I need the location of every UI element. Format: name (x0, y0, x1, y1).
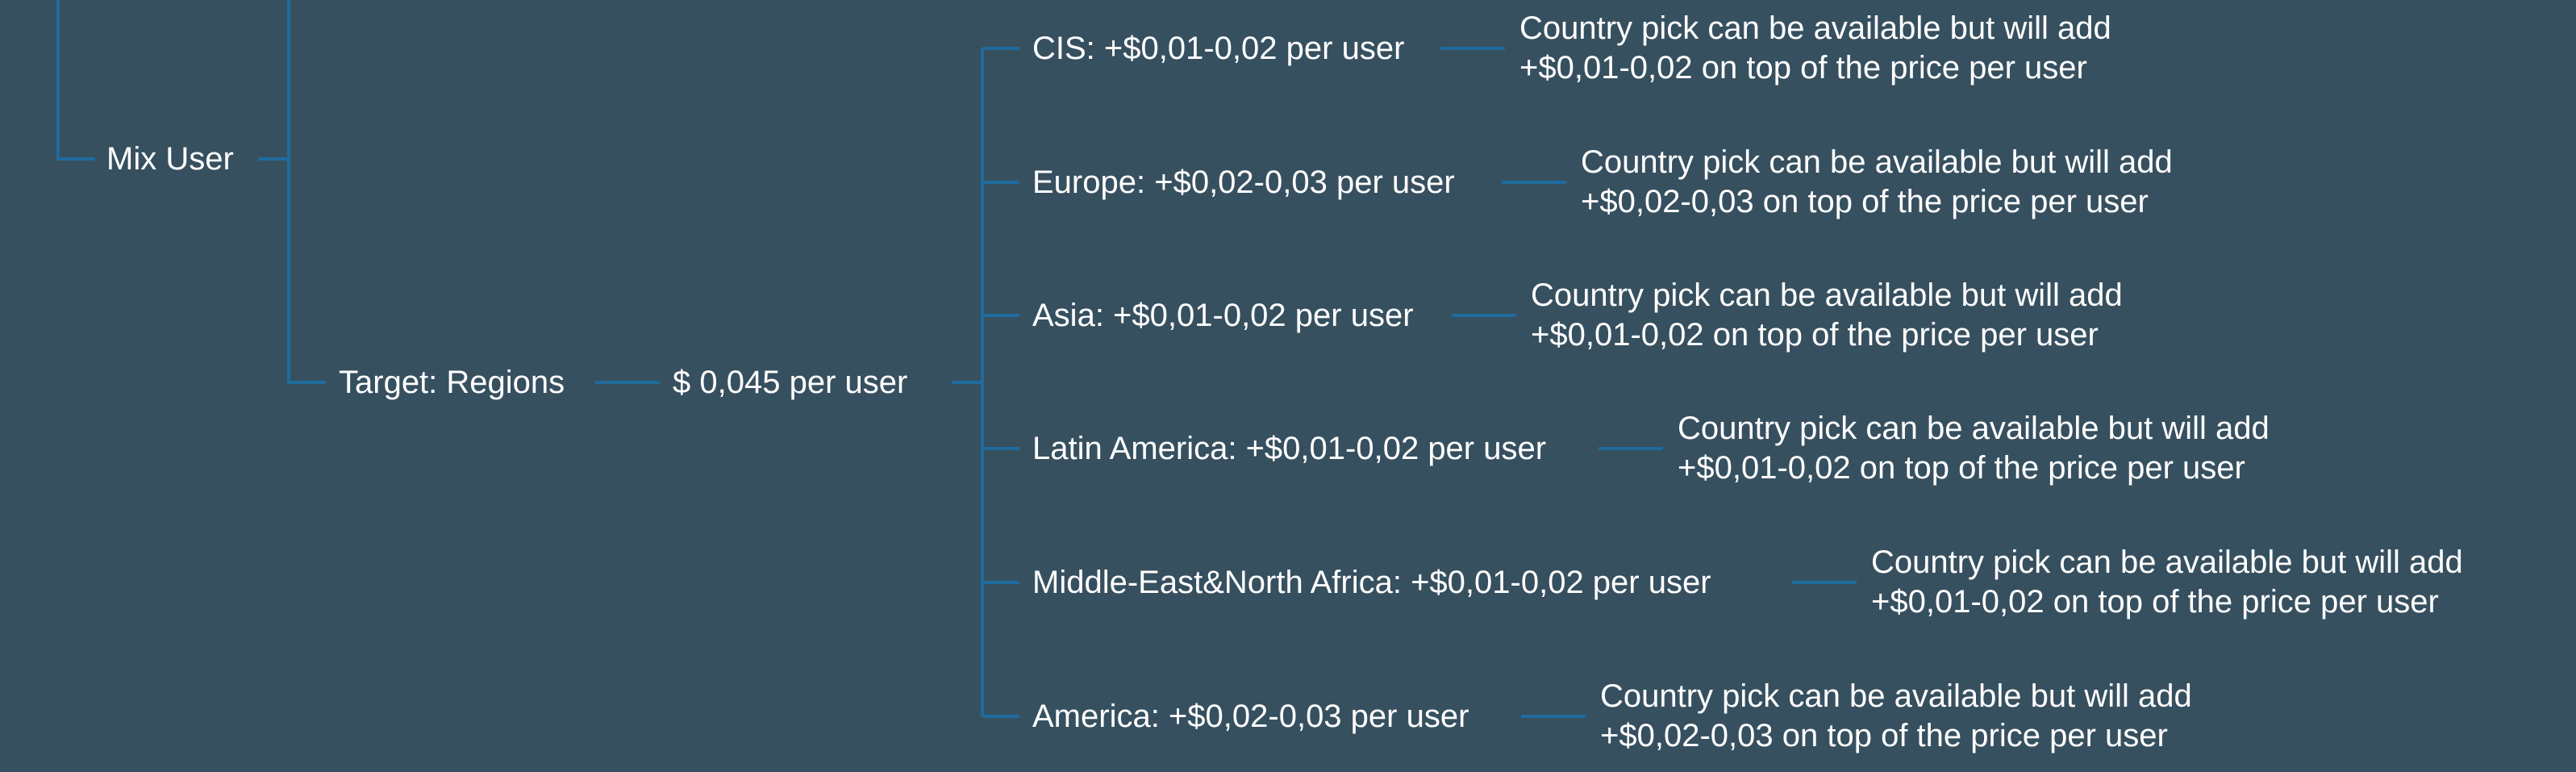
note-america-line1: Country pick can be available but will a… (1600, 678, 2192, 714)
note-cis: Country pick can be available but will a… (1519, 9, 2111, 88)
note-asia-line2: +$0,01-0,02 on top of the price per user (1531, 317, 2099, 353)
note-europe-line2: +$0,02-0,03 on top of the price per user (1581, 184, 2149, 219)
note-cis-line1: Country pick can be available but will a… (1519, 10, 2111, 46)
note-mena: Country pick can be available but will a… (1871, 543, 2463, 622)
node-region-mena: Middle-East&North Africa: +$0,01-0,02 pe… (1032, 565, 1711, 600)
note-latin-america: Country pick can be available but will a… (1678, 409, 2270, 488)
note-mena-line1: Country pick can be available but will a… (1871, 545, 2463, 580)
node-target-regions: Target: Regions (339, 365, 565, 400)
node-region-america: America: +$0,02-0,03 per user (1032, 699, 1469, 734)
node-region-latin-america: Latin America: +$0,01-0,02 per user (1032, 431, 1547, 466)
connector-trunk-target (287, 0, 326, 384)
note-cis-line2: +$0,01-0,02 on top of the price per user (1519, 50, 2087, 86)
node-region-asia: Asia: +$0,01-0,02 per user (1032, 298, 1414, 333)
note-europe-line1: Country pick can be available but will a… (1581, 144, 2173, 180)
note-asia-line1: Country pick can be available but will a… (1531, 278, 2123, 313)
note-europe: Country pick can be available but will a… (1581, 143, 2173, 222)
node-price-per-user: $ 0,045 per user (673, 365, 908, 400)
note-mena-line2: +$0,01-0,02 on top of the price per user (1871, 584, 2439, 620)
note-latin-america-line2: +$0,01-0,02 on top of the price per user (1678, 450, 2245, 486)
node-mix-user: Mix User (106, 141, 234, 177)
node-region-europe: Europe: +$0,02-0,03 per user (1032, 165, 1455, 200)
note-latin-america-line1: Country pick can be available but will a… (1678, 411, 2270, 446)
connector-trunk-mix-user (56, 0, 95, 161)
note-america-line2: +$0,02-0,03 on top of the price per user (1600, 718, 2168, 753)
node-region-cis: CIS: +$0,01-0,02 per user (1032, 31, 1405, 66)
note-america: Country pick can be available but will a… (1600, 677, 2192, 756)
note-asia: Country pick can be available but will a… (1531, 276, 2123, 355)
